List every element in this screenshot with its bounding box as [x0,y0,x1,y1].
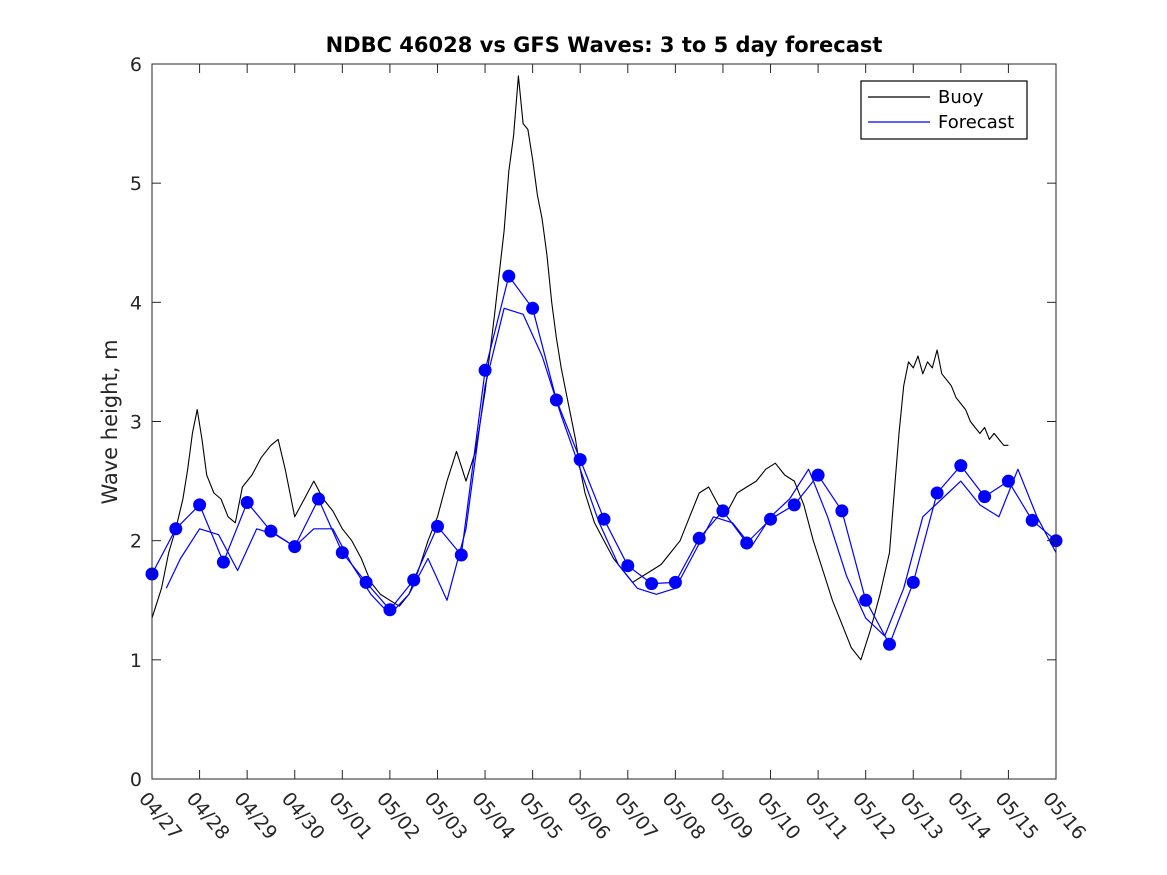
y-tick-label: 0 [130,769,142,791]
legend-box [860,80,1028,140]
forecast-marker [787,498,801,512]
forecast-marker [431,519,444,533]
forecast-marker [383,603,397,617]
y-tick-label: 1 [130,650,142,672]
forecast-marker [597,512,611,526]
forecast-marker [264,524,278,538]
forecast-marker [478,363,492,377]
y-axis-label: Wave height, m [98,339,122,504]
y-tick-label: 6 [130,54,142,76]
forecast-marker [407,573,421,587]
legend: Buoy Forecast [860,80,1028,140]
forecast-marker [716,504,730,518]
forecast-marker [621,559,635,573]
forecast-marker [359,575,373,589]
forecast-marker [859,593,873,607]
forecast-marker [454,548,468,562]
forecast-marker [930,486,944,500]
forecast-ensemble-line-2 [165,307,1057,637]
forecast-marker [764,512,777,526]
forecast-marker [549,393,563,407]
forecast-marker [811,468,825,482]
forecast-marker [740,536,754,550]
forecast-marker [312,492,325,506]
forecast-marker [906,575,920,589]
forecast-marker [692,531,706,545]
forecast-marker [668,575,682,589]
forecast-marker [978,490,992,504]
forecast-marker [645,577,659,591]
forecast-marker [240,496,254,509]
forecast-marker [526,301,540,315]
forecast-marker [1001,474,1015,488]
forecast-marker [216,555,230,569]
forecast-marker [169,522,183,536]
forecast-marker [835,504,849,518]
legend-forecast-label: Forecast [938,112,1014,133]
forecast-marker [502,269,516,283]
y-tick-label: 5 [130,173,142,195]
legend-buoy-label: Buoy [938,87,984,108]
forecast-marker [954,459,968,473]
forecast-marker [288,540,302,554]
forecast-marker [1025,513,1039,527]
y-tick-label: 2 [130,531,142,553]
y-tick-label: 4 [130,292,142,314]
chart-title: NDBC 46028 vs GFS Waves: 3 to 5 day fore… [326,33,883,57]
forecast-marker [193,498,207,512]
forecast-marker [573,453,587,467]
y-tick-label: 3 [130,412,142,434]
forecast-marker [335,546,349,560]
forecast-marker [883,637,896,651]
